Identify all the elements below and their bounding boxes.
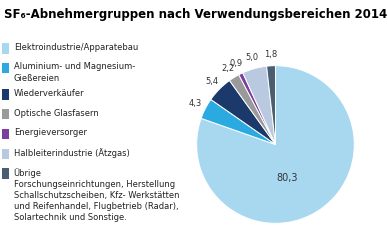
Text: 4,3: 4,3 bbox=[189, 99, 202, 108]
Text: Übrige
Forschungseinrichtungen, Herstellung
Schallschutzscheiben, Kfz- Werkstätt: Übrige Forschungseinrichtungen, Herstell… bbox=[14, 168, 179, 222]
Text: 5,4: 5,4 bbox=[205, 77, 218, 86]
Text: 0,9: 0,9 bbox=[229, 59, 242, 68]
FancyBboxPatch shape bbox=[2, 129, 9, 139]
Text: 5,0: 5,0 bbox=[245, 53, 258, 62]
Wedge shape bbox=[230, 75, 275, 144]
Text: Aluminium- und Magnesium-
Gießereien: Aluminium- und Magnesium- Gießereien bbox=[14, 62, 135, 83]
FancyBboxPatch shape bbox=[2, 168, 9, 179]
Wedge shape bbox=[211, 80, 275, 144]
FancyBboxPatch shape bbox=[2, 63, 9, 73]
Text: 80,3: 80,3 bbox=[277, 173, 298, 183]
Text: Wiederverkäufer: Wiederverkäufer bbox=[14, 89, 84, 98]
Wedge shape bbox=[267, 66, 275, 144]
Wedge shape bbox=[197, 66, 354, 223]
FancyBboxPatch shape bbox=[2, 89, 9, 100]
Wedge shape bbox=[239, 73, 275, 144]
FancyBboxPatch shape bbox=[2, 149, 9, 159]
Text: Optische Glasfasern: Optische Glasfasern bbox=[14, 109, 99, 117]
Text: 1,8: 1,8 bbox=[264, 50, 277, 59]
Wedge shape bbox=[201, 100, 275, 144]
FancyBboxPatch shape bbox=[2, 109, 9, 119]
Text: Energieversorger: Energieversorger bbox=[14, 128, 87, 137]
Text: Elektroindustrie/Apparatebau: Elektroindustrie/Apparatebau bbox=[14, 43, 138, 52]
Text: Halbleiterindustrie (Ätzgas): Halbleiterindustrie (Ätzgas) bbox=[14, 148, 130, 158]
Text: SF₆-Abnehmergruppen nach Verwendungsbereichen 2014 in %: SF₆-Abnehmergruppen nach Verwendungsbere… bbox=[4, 8, 388, 21]
FancyBboxPatch shape bbox=[2, 43, 9, 54]
Text: 2,2: 2,2 bbox=[222, 64, 235, 73]
Wedge shape bbox=[243, 66, 275, 144]
